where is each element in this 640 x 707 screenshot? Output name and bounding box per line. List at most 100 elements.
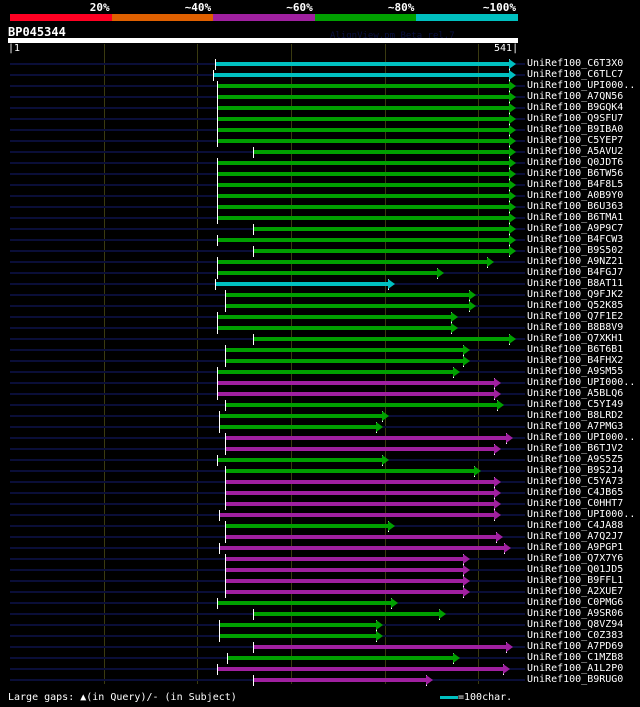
alignment-bar[interactable] bbox=[253, 678, 426, 682]
hit-row[interactable]: UniRef100_C6TLC7 bbox=[0, 69, 640, 81]
alignment-bar[interactable] bbox=[225, 403, 498, 407]
alignment-bar[interactable] bbox=[225, 304, 469, 308]
hit-label[interactable]: UniRef100_B6TMA1 bbox=[527, 212, 624, 223]
alignment-bar[interactable] bbox=[216, 392, 495, 396]
hit-row[interactable]: UniRef100_UPI000.. bbox=[0, 432, 640, 444]
alignment-bar[interactable] bbox=[216, 260, 487, 264]
hit-label[interactable]: UniRef100_A9NZ21 bbox=[527, 256, 624, 267]
alignment-bar[interactable] bbox=[216, 161, 510, 165]
alignment-bar[interactable] bbox=[225, 590, 464, 594]
alignment-bar[interactable] bbox=[214, 282, 389, 286]
hit-label[interactable]: UniRef100_C6TLC7 bbox=[527, 69, 624, 80]
hit-label[interactable]: UniRef100_UPI000.. bbox=[527, 509, 636, 520]
hit-row[interactable]: UniRef100_A2XUE7 bbox=[0, 586, 640, 598]
hit-row[interactable]: UniRef100_Q01JD5 bbox=[0, 564, 640, 576]
hit-label[interactable]: UniRef100_B6U363 bbox=[527, 201, 624, 212]
hit-row[interactable]: UniRef100_C0HHT7 bbox=[0, 498, 640, 510]
hit-label[interactable]: UniRef100_A9SM55 bbox=[527, 366, 624, 377]
hit-row[interactable]: UniRef100_Q8VZ94 bbox=[0, 619, 640, 631]
alignment-bar[interactable] bbox=[216, 667, 503, 671]
alignment-bar[interactable] bbox=[216, 194, 510, 198]
alignment-bar[interactable] bbox=[225, 469, 474, 473]
hit-label[interactable]: UniRef100_A9P9C7 bbox=[527, 223, 624, 234]
alignment-bar[interactable] bbox=[225, 568, 464, 572]
alignment-bar[interactable] bbox=[216, 238, 510, 242]
hit-row[interactable]: UniRef100_B4FCW3 bbox=[0, 234, 640, 246]
hit-row[interactable]: UniRef100_C6T3X0 bbox=[0, 58, 640, 70]
alignment-bar[interactable] bbox=[253, 150, 510, 154]
hit-label[interactable]: UniRef100_A5BLQ6 bbox=[527, 388, 624, 399]
alignment-bar[interactable] bbox=[216, 601, 391, 605]
hit-row[interactable]: UniRef100_B6U363 bbox=[0, 201, 640, 213]
hit-label[interactable]: UniRef100_Q01JD5 bbox=[527, 564, 624, 575]
hit-label[interactable]: UniRef100_Q9FJK2 bbox=[527, 289, 624, 300]
hit-row[interactable]: UniRef100_B8LRD2 bbox=[0, 410, 640, 422]
hit-row[interactable]: UniRef100_B4F8L5 bbox=[0, 179, 640, 191]
hit-row[interactable]: UniRef100_B9GQK4 bbox=[0, 102, 640, 114]
hit-label[interactable]: UniRef100_A7Q2J7 bbox=[527, 531, 624, 542]
hit-row[interactable]: UniRef100_B4FGJ7 bbox=[0, 267, 640, 279]
hit-label[interactable]: UniRef100_B9RUG0 bbox=[527, 674, 624, 685]
alignment-bar[interactable] bbox=[216, 458, 382, 462]
alignment-bar[interactable] bbox=[225, 557, 464, 561]
hit-row[interactable]: UniRef100_B9RUG0 bbox=[0, 674, 640, 686]
hit-label[interactable]: UniRef100_B8AT11 bbox=[527, 278, 624, 289]
hit-row[interactable]: UniRef100_C4JA88 bbox=[0, 520, 640, 532]
hit-row[interactable]: UniRef100_B6TJV2 bbox=[0, 443, 640, 455]
hit-label[interactable]: UniRef100_C4JB65 bbox=[527, 487, 624, 498]
alignment-bar[interactable] bbox=[253, 645, 506, 649]
alignment-bar[interactable] bbox=[226, 656, 453, 660]
hit-label[interactable]: UniRef100_Q7F1E2 bbox=[527, 311, 624, 322]
hit-label[interactable]: UniRef100_UPI000.. bbox=[527, 80, 636, 91]
hit-label[interactable]: UniRef100_A1L2P0 bbox=[527, 663, 624, 674]
hit-row[interactable]: UniRef100_B9S2J4 bbox=[0, 465, 640, 477]
hit-row[interactable]: UniRef100_A7PMG3 bbox=[0, 421, 640, 433]
hit-label[interactable]: UniRef100_A9PGP1 bbox=[527, 542, 624, 553]
alignment-bar[interactable] bbox=[225, 524, 389, 528]
hit-label[interactable]: UniRef100_UPI000.. bbox=[527, 377, 636, 388]
hit-row[interactable]: UniRef100_Q7X7Y6 bbox=[0, 553, 640, 565]
alignment-bar[interactable] bbox=[253, 337, 510, 341]
hit-row[interactable]: UniRef100_Q9SFU7 bbox=[0, 113, 640, 125]
hit-row[interactable]: UniRef100_A5AVU2 bbox=[0, 146, 640, 158]
hit-row[interactable]: UniRef100_Q7F1E2 bbox=[0, 311, 640, 323]
alignment-bar[interactable] bbox=[216, 326, 452, 330]
hit-row[interactable]: UniRef100_B8B8V9 bbox=[0, 322, 640, 334]
hit-row[interactable]: UniRef100_B9IBA0 bbox=[0, 124, 640, 136]
alignment-bar[interactable] bbox=[225, 579, 464, 583]
hit-label[interactable]: UniRef100_B4FGJ7 bbox=[527, 267, 624, 278]
alignment-bar[interactable] bbox=[212, 73, 510, 77]
hit-row[interactable]: UniRef100_Q52K85 bbox=[0, 300, 640, 312]
hit-row[interactable]: UniRef100_B9FFL1 bbox=[0, 575, 640, 587]
hit-label[interactable]: UniRef100_B9S502 bbox=[527, 245, 624, 256]
alignment-bar[interactable] bbox=[219, 623, 376, 627]
alignment-bar[interactable] bbox=[225, 491, 495, 495]
alignment-bar[interactable] bbox=[253, 249, 510, 253]
hit-row[interactable]: UniRef100_C1MZB8 bbox=[0, 652, 640, 664]
alignment-bar[interactable] bbox=[225, 502, 495, 506]
hit-label[interactable]: UniRef100_C0Z383 bbox=[527, 630, 624, 641]
hit-label[interactable]: UniRef100_UPI000.. bbox=[527, 432, 636, 443]
hit-label[interactable]: UniRef100_Q7X7Y6 bbox=[527, 553, 624, 564]
alignment-bar[interactable] bbox=[225, 480, 495, 484]
hit-row[interactable]: UniRef100_C4JB65 bbox=[0, 487, 640, 499]
hit-row[interactable]: UniRef100_A7PD69 bbox=[0, 641, 640, 653]
hit-label[interactable]: UniRef100_C0HHT7 bbox=[527, 498, 624, 509]
hit-row[interactable]: UniRef100_A7Q2J7 bbox=[0, 531, 640, 543]
alignment-bar[interactable] bbox=[216, 381, 495, 385]
hit-label[interactable]: UniRef100_B6TJV2 bbox=[527, 443, 624, 454]
hit-label[interactable]: UniRef100_C0PMG6 bbox=[527, 597, 624, 608]
hit-label[interactable]: UniRef100_B4F8L5 bbox=[527, 179, 624, 190]
hit-label[interactable]: UniRef100_B8B8V9 bbox=[527, 322, 624, 333]
hit-label[interactable]: UniRef100_A7PMG3 bbox=[527, 421, 624, 432]
hit-label[interactable]: UniRef100_B6T6B1 bbox=[527, 344, 624, 355]
hit-label[interactable]: UniRef100_Q52K85 bbox=[527, 300, 624, 311]
alignment-bar[interactable] bbox=[216, 84, 510, 88]
hit-row[interactable]: UniRef100_C5YEP7 bbox=[0, 135, 640, 147]
hit-label[interactable]: UniRef100_Q8VZ94 bbox=[527, 619, 624, 630]
alignment-bar[interactable] bbox=[219, 513, 495, 517]
hit-label[interactable]: UniRef100_B8LRD2 bbox=[527, 410, 624, 421]
hit-label[interactable]: UniRef100_B9S2J4 bbox=[527, 465, 624, 476]
hit-label[interactable]: UniRef100_C5YI49 bbox=[527, 399, 624, 410]
hit-label[interactable]: UniRef100_C5YEP7 bbox=[527, 135, 624, 146]
